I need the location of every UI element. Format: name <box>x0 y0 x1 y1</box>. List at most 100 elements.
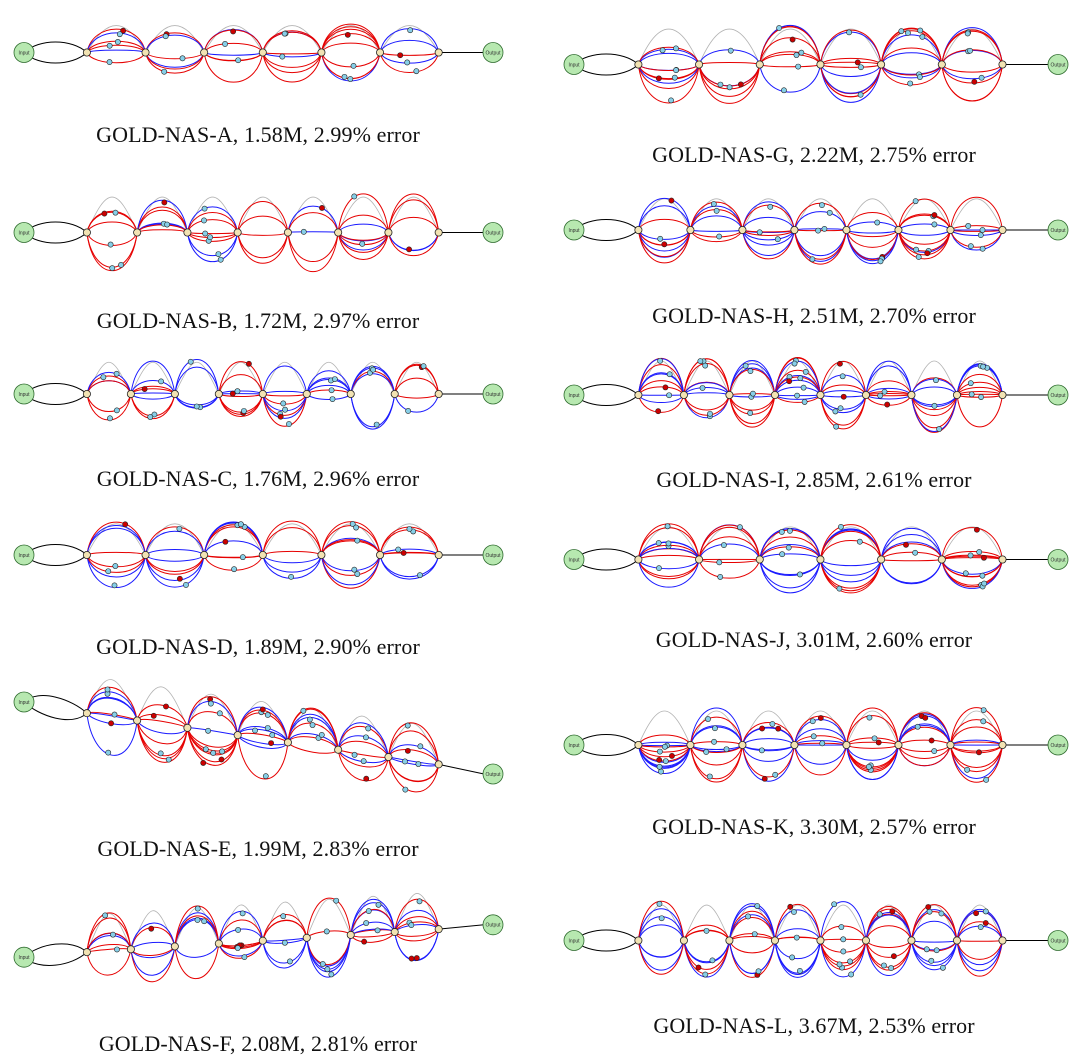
blue-op-edge <box>774 379 821 396</box>
red-op-edge <box>897 229 951 245</box>
cell-node <box>82 390 91 399</box>
cell-node <box>842 226 851 235</box>
op-node <box>417 743 424 750</box>
red-op-edge <box>698 524 761 560</box>
red-node <box>408 955 415 962</box>
blue-op-edge <box>690 744 743 751</box>
red-op-edge <box>262 30 322 53</box>
op-node <box>118 262 124 268</box>
blue-op-edge <box>774 928 821 941</box>
cell-node <box>141 48 150 57</box>
red-node <box>669 753 675 759</box>
op-node <box>202 230 209 237</box>
op-node <box>655 540 662 546</box>
blue-op-edge <box>287 733 339 750</box>
output-label: Output <box>1050 228 1066 234</box>
red-op-edge <box>186 727 239 763</box>
op-node <box>110 931 116 938</box>
red-node <box>259 706 266 713</box>
red-op-edge <box>203 52 264 62</box>
red-op-edge <box>86 686 138 721</box>
op-node <box>306 716 313 723</box>
caption-gold-nas-d: GOLD-NAS-D, 1.89M, 2.90% error <box>96 634 420 659</box>
red-op-edge <box>637 559 700 577</box>
red-op-edge <box>387 193 440 233</box>
caption-gold-nas-g: GOLD-NAS-G, 2.22M, 2.75% error <box>652 142 976 167</box>
blue-op-edge <box>637 229 691 252</box>
skip-edge <box>203 25 264 53</box>
cell-node <box>434 390 443 399</box>
red-op-edge <box>949 707 1003 746</box>
skip-edge <box>388 722 440 765</box>
op-node <box>661 743 668 750</box>
blue-op-edge <box>130 360 176 395</box>
red-node <box>668 197 675 204</box>
red-op-edge <box>237 232 289 259</box>
red-op-edge <box>637 364 685 396</box>
red-op-edge <box>880 551 943 560</box>
red-op-edge <box>941 527 1003 560</box>
red-op-edge <box>262 550 322 556</box>
cell-node <box>695 555 704 564</box>
op-node <box>831 901 838 908</box>
blue-op-edge <box>698 543 761 560</box>
blue-op-edge <box>741 229 795 241</box>
blue-op-edge <box>306 934 352 978</box>
caption-gold-nas-b: GOLD-NAS-B, 1.72M, 2.97% error <box>96 308 420 333</box>
red-op-edge <box>949 744 1003 768</box>
op-node <box>965 223 972 229</box>
red-node <box>319 205 325 211</box>
skip-edge <box>306 898 352 938</box>
input-label: Input <box>18 700 30 706</box>
red-op-edge <box>845 229 899 248</box>
op-node <box>703 927 710 934</box>
op-node <box>239 554 246 561</box>
red-op-edge <box>689 744 743 783</box>
op-node <box>721 542 727 548</box>
op-node <box>238 521 244 528</box>
red-op-edge <box>320 52 381 68</box>
red-op-edge <box>759 64 821 68</box>
red-node <box>931 212 938 218</box>
gold-nas-i-nodes: Input Output <box>563 357 1069 432</box>
red-op-edge <box>910 904 958 941</box>
red-node <box>837 360 843 367</box>
op-node <box>656 565 662 572</box>
op-node <box>983 776 990 783</box>
input-label: Input <box>18 955 30 961</box>
red-op-edge <box>387 232 440 256</box>
op-node <box>347 76 354 82</box>
graph-gold-nas-f: Input Output <box>13 893 504 983</box>
red-op-edge <box>237 732 289 743</box>
red-op-edge <box>262 919 308 941</box>
blue-op-edge <box>350 921 396 936</box>
op-node <box>836 585 843 592</box>
graph-gold-nas-c: Input Output <box>13 358 504 430</box>
skip-edge <box>742 198 795 231</box>
skip-edge <box>941 28 1003 65</box>
panel-gold-nas-c: Input Output GOLD-NAS-C, 1.76M, 2.96% err… <box>10 338 505 491</box>
op-node <box>351 566 358 573</box>
blue-op-edge <box>218 928 264 944</box>
op-node <box>876 911 883 918</box>
red-node <box>761 775 768 782</box>
red-op-edge <box>337 725 389 758</box>
op-node <box>100 374 107 381</box>
skip-edge <box>203 523 264 556</box>
cell-node <box>82 551 91 560</box>
red-op-edge <box>394 364 440 395</box>
op-node <box>769 721 776 727</box>
op-node <box>979 572 986 579</box>
op-node <box>657 235 664 242</box>
skip-edge <box>379 25 440 53</box>
red-op-edge <box>320 525 381 556</box>
blue-op-edge <box>910 920 958 941</box>
op-node <box>914 723 921 730</box>
caption-gold-nas-h: GOLD-NAS-H, 2.51M, 2.70% error <box>652 303 976 328</box>
blue-op-edge <box>793 229 847 256</box>
red-op-edge <box>941 559 1003 586</box>
op-node <box>264 712 271 718</box>
op-node <box>370 366 377 373</box>
output-label: Output <box>1050 743 1066 749</box>
blue-op-edge <box>86 935 132 953</box>
